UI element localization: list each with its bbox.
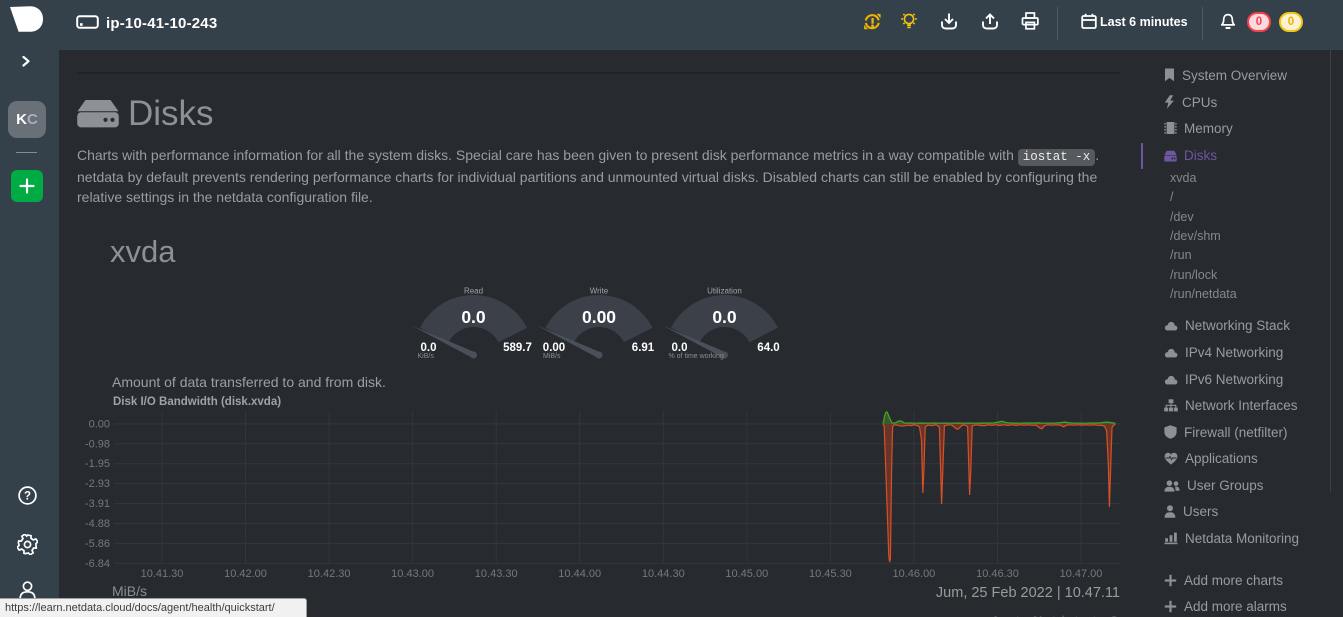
svg-text:10.43.00: 10.43.00 [391,568,434,580]
svg-text:0.0: 0.0 [421,342,437,354]
svg-text:10.44.00: 10.44.00 [558,568,601,580]
svg-text:589.7: 589.7 [503,342,532,354]
svg-text:?: ? [24,491,31,503]
svg-text:Write: Write [590,287,609,296]
svg-text:10.43.30: 10.43.30 [475,568,518,580]
svg-text:-5.86: -5.86 [85,538,110,550]
svg-text:10.42.30: 10.42.30 [308,568,351,580]
svg-text:0.0: 0.0 [712,307,737,327]
svg-text:10.47.00: 10.47.00 [1060,568,1103,580]
svg-text:0.0: 0.0 [672,342,688,354]
svg-text:Utilization: Utilization [707,287,742,296]
svg-text:10.46.30: 10.46.30 [976,568,1019,580]
svg-text:-6.84: -6.84 [85,558,110,570]
svg-text:10.45.30: 10.45.30 [809,568,852,580]
svg-text:10.46.00: 10.46.00 [892,568,935,580]
svg-text:-4.88: -4.88 [85,518,110,530]
svg-text:0.00: 0.00 [89,418,110,430]
svg-text:-1.95: -1.95 [85,458,110,470]
svg-text:MiB/s: MiB/s [543,353,561,360]
svg-text:% of time working: % of time working [669,353,724,360]
svg-text:6.91: 6.91 [632,342,655,354]
svg-text:Read: Read [464,287,483,296]
svg-text:0.0: 0.0 [461,307,486,327]
svg-text:-2.93: -2.93 [85,478,110,490]
svg-text:10.45.00: 10.45.00 [725,568,768,580]
svg-text:-3.91: -3.91 [85,498,110,510]
svg-text:0.00: 0.00 [582,307,616,327]
svg-text:KiB/s: KiB/s [418,353,435,360]
svg-text:10.44.30: 10.44.30 [642,568,685,580]
svg-text:64.0: 64.0 [757,342,779,354]
svg-text:10.42.00: 10.42.00 [224,568,267,580]
svg-text:0.00: 0.00 [543,342,565,354]
svg-text:10.41.30: 10.41.30 [141,568,184,580]
svg-text:-0.98: -0.98 [85,438,110,450]
